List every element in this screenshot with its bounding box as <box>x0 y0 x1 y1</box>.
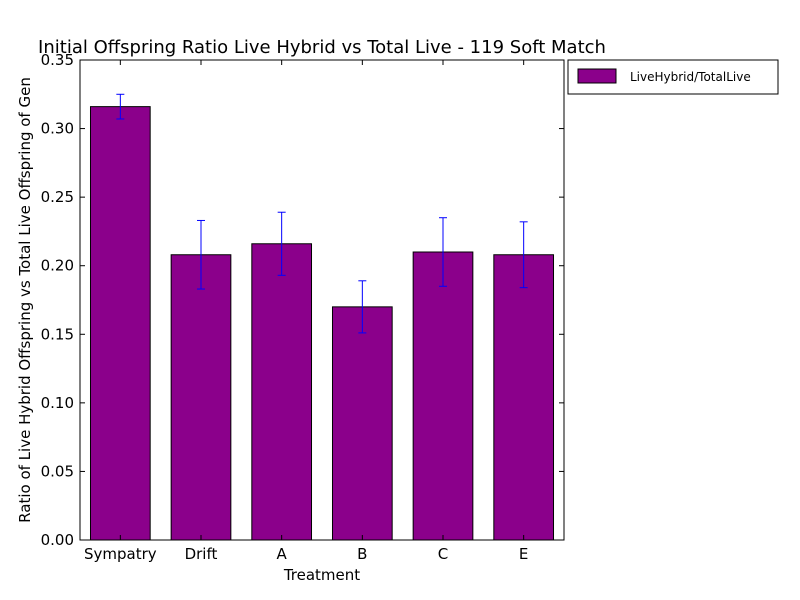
error-bar-drift <box>197 219 205 290</box>
x-tick-label-sympatry: Sympatry <box>84 545 157 563</box>
legend: LiveHybrid/TotalLive <box>567 59 779 95</box>
y-tick-label: 0.25 <box>41 188 74 206</box>
x-tick-label-e: E <box>519 545 528 563</box>
error-bar-c <box>439 217 447 287</box>
bars-group <box>89 106 555 541</box>
bar-b <box>331 306 393 541</box>
x-axis-title: Treatment <box>283 566 360 584</box>
bar-c <box>412 251 474 541</box>
bar-sympatry <box>89 106 151 541</box>
x-tick-label-b: B <box>357 545 367 563</box>
y-axis: 0.00 0.05 0.10 0.15 0.20 0.25 0.30 0.35 <box>41 51 564 549</box>
error-bar-sympatry <box>116 93 125 120</box>
bar-a <box>251 243 313 541</box>
error-bar-e <box>519 221 528 289</box>
legend-swatch <box>577 68 617 84</box>
error-bars-group <box>116 93 528 334</box>
bar-e <box>493 254 555 541</box>
y-tick-label: 0.05 <box>41 462 74 480</box>
bar-drift <box>170 254 232 541</box>
y-tick-label: 0.30 <box>41 120 74 138</box>
y-tick-label: 0.00 <box>41 531 74 549</box>
y-tick-label: 0.20 <box>41 257 74 275</box>
y-tick-label: 0.15 <box>41 325 74 343</box>
x-tick-label-c: C <box>438 545 448 563</box>
chart-title: Initial Offspring Ratio Live Hybrid vs T… <box>38 37 606 58</box>
error-bar-a <box>277 211 286 276</box>
y-tick-label: 0.10 <box>41 394 74 412</box>
y-axis-title: Ratio of Live Hybrid Offspring vs Total … <box>16 77 34 523</box>
y-tick-label: 0.35 <box>41 51 74 69</box>
x-axis: Sympatry Drift A B C E <box>84 60 528 563</box>
x-tick-label-a: A <box>277 545 288 563</box>
x-tick-label-drift: Drift <box>185 545 218 563</box>
plot-frame <box>79 59 565 541</box>
legend-label: LiveHybrid/TotalLive <box>630 70 751 84</box>
error-bar-b <box>358 280 367 334</box>
